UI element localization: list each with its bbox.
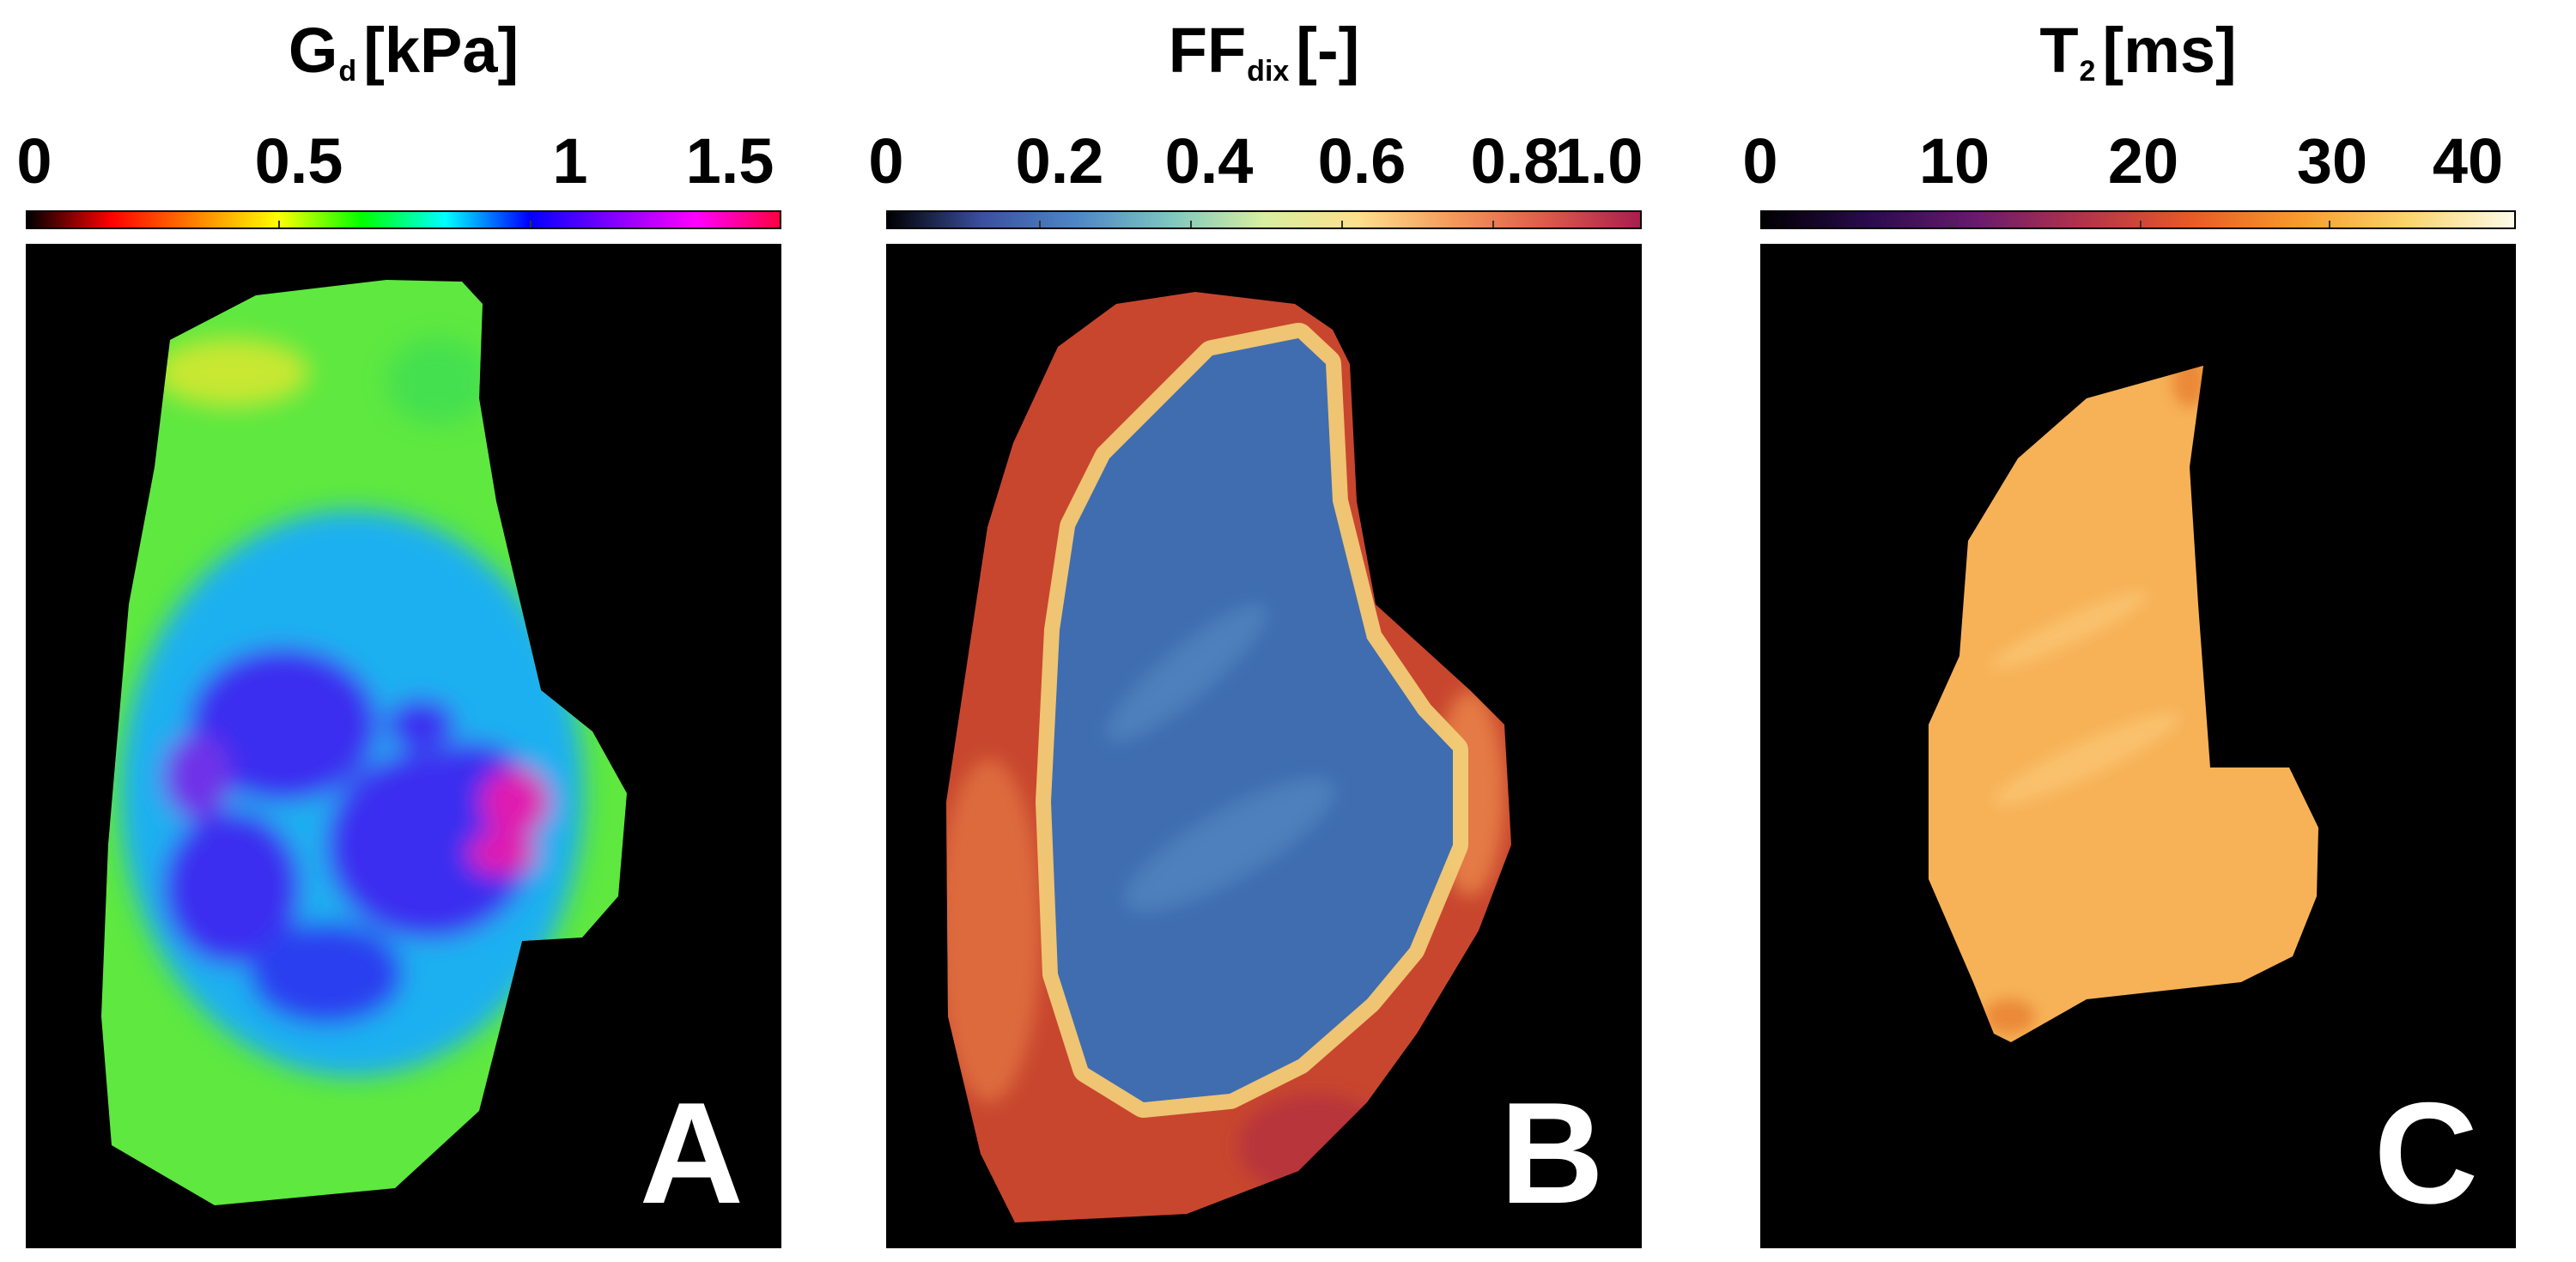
panel-a: Gd [kPa] 0 0.5 1 1.5	[16, 0, 781, 1262]
colorbar-ticks-a: 0 0.5 1 1.5	[16, 125, 781, 197]
colorbar-c	[1760, 210, 2516, 229]
t2-relaxation-map	[1929, 366, 2318, 1042]
tick-label: 40	[2432, 125, 2504, 197]
tick-label: 0.8	[1470, 125, 1559, 197]
colorbar-ticks-b: 0 0.2 0.4 0.6 0.8 1.0	[868, 125, 1643, 197]
tick-label: 10	[1918, 125, 1990, 197]
muscle-stiffness-map	[101, 280, 627, 1205]
tick-label: 30	[2296, 125, 2368, 197]
colorbar-title-c: T2 [ms]	[2039, 15, 2237, 88]
tick-label: 0.4	[1164, 125, 1254, 197]
fat-fraction-map	[946, 292, 1511, 1223]
elastography-map-image: A	[26, 244, 781, 1248]
colorbar-title-a: Gd [kPa]	[288, 15, 519, 88]
colorbar-title-b: FFdix [-]	[1168, 15, 1360, 88]
tick-label: 0	[868, 125, 904, 197]
tick-label: 20	[2107, 125, 2179, 197]
tick-label: 1.0	[1554, 125, 1643, 197]
tick-label: 0	[16, 125, 52, 197]
tick-label: 1	[552, 125, 588, 197]
t2-map-image: C	[1760, 244, 2516, 1248]
colorbar-a	[26, 210, 781, 229]
tick-label: 0	[1742, 125, 1778, 197]
tick-label: 0.5	[254, 125, 343, 197]
tick-label: 0.2	[1015, 125, 1104, 197]
panel-letter-b: B	[1499, 1072, 1604, 1234]
colorbar-ticks-c: 0 10 20 30 40	[1742, 125, 2516, 197]
colorbar-b	[886, 210, 1642, 229]
panel-letter-a: A	[639, 1072, 744, 1234]
panel-letter-c: C	[2373, 1072, 2478, 1234]
tick-label: 1.5	[685, 125, 775, 197]
panel-c: T2 [ms] 0 10 20 30 40	[1742, 0, 2516, 1262]
tick-label: 0.6	[1317, 125, 1406, 197]
fat-fraction-map-image: B	[886, 244, 1642, 1248]
panel-b: FFdix [-] 0 0.2 0.4 0.6 0.8 1.0	[868, 0, 1643, 1262]
